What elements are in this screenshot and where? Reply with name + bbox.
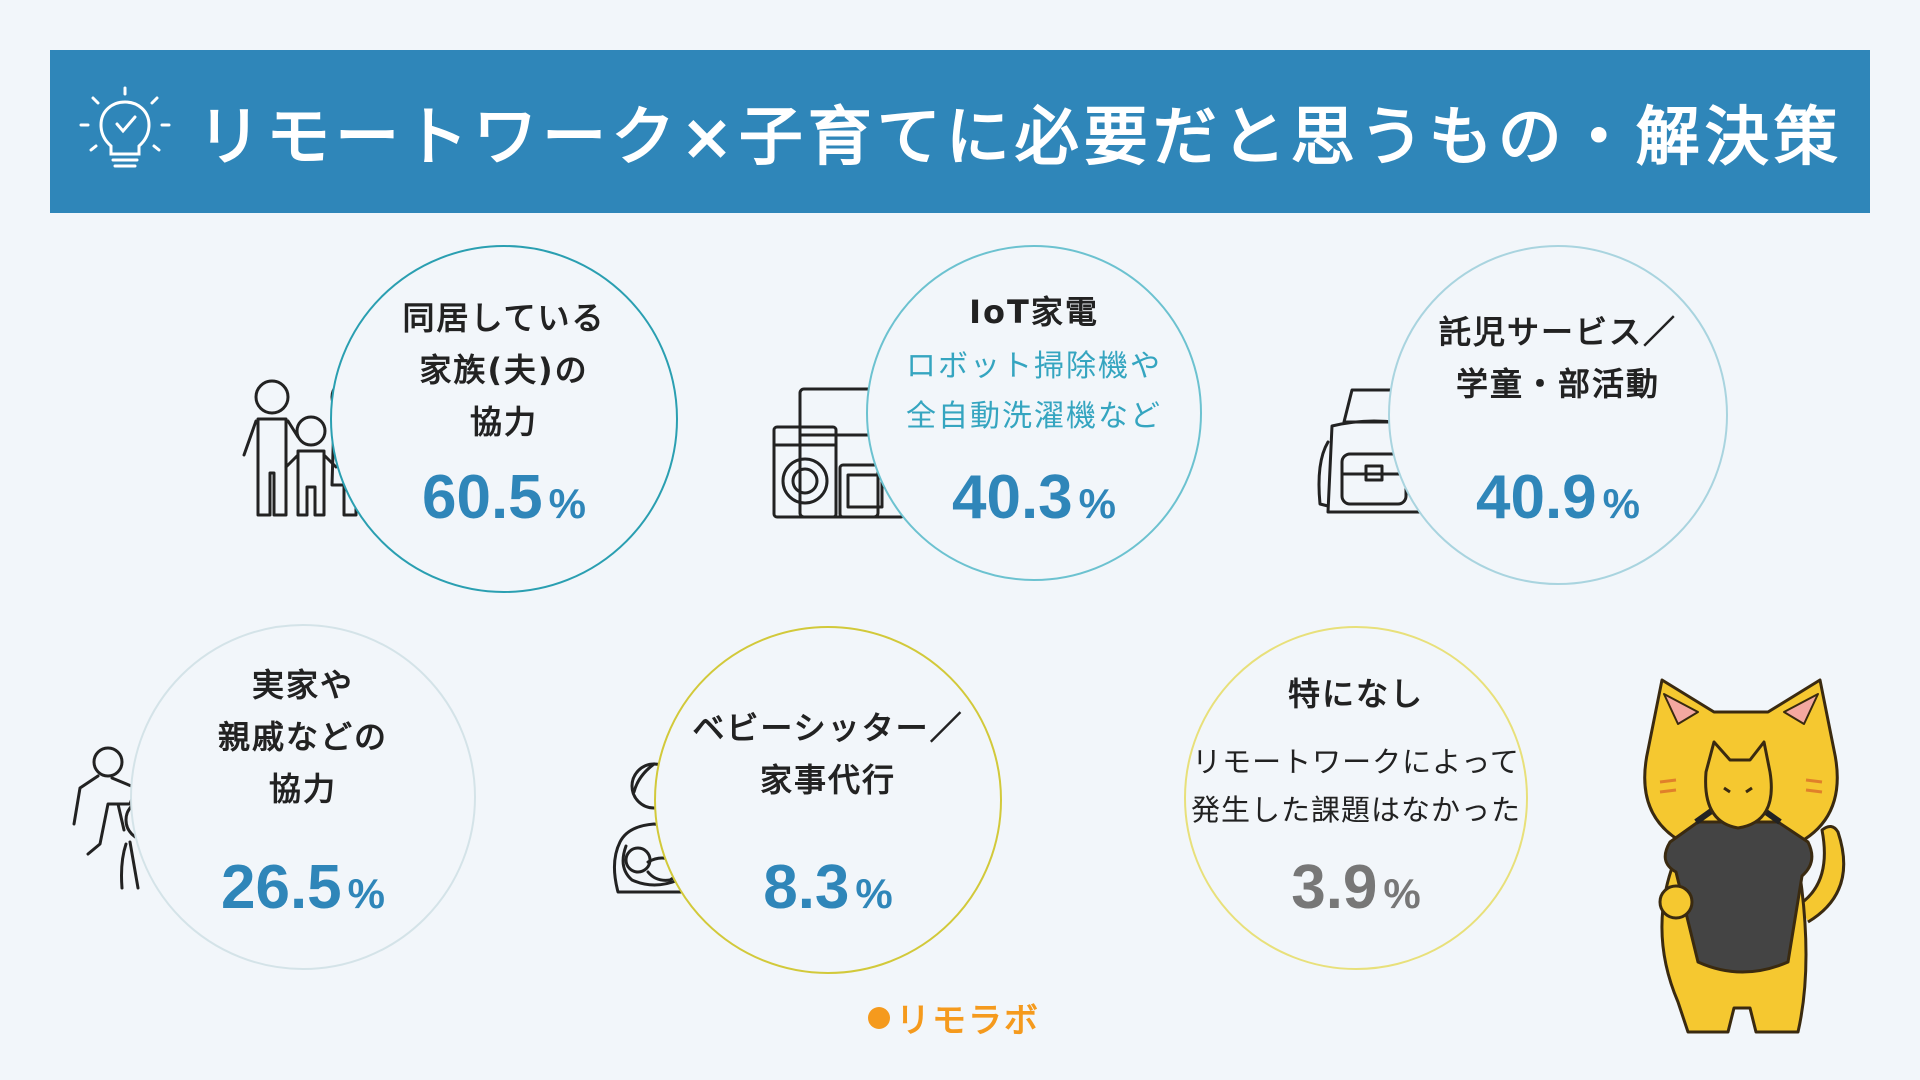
item-sub-line: ロボット掃除機や [906, 349, 1162, 384]
value-unit: % [855, 870, 893, 917]
item-sub-line: 全自動洗濯機など [906, 399, 1162, 434]
page-title: リモートワーク×子育てに必要だと思うもの・解決策 [197, 100, 1843, 175]
brand-name: リモラボ [896, 1001, 1040, 1041]
item-label-line: IoT家電 [969, 293, 1099, 331]
value-circle [654, 626, 1002, 974]
value-number: 8.3 [763, 853, 850, 922]
value-number: 40.3 [951, 463, 1073, 532]
item-label-line: 同居している [402, 299, 606, 337]
value-label: 40.9% [1388, 462, 1728, 533]
lightbulb-icon [79, 86, 171, 167]
item-label-line: 協力 [268, 770, 337, 808]
item-label-line: ベビーシッター／ [692, 709, 964, 747]
item-label-line: 託児サービス／ [1438, 313, 1677, 351]
value-unit: % [548, 480, 587, 527]
value-unit: % [1383, 870, 1421, 917]
item-label-line: 家事代行 [759, 761, 896, 799]
value-number: 60.5 [421, 463, 543, 532]
item-label-line: 学童・部活動 [1455, 365, 1660, 403]
item-label-line: 特になし [1287, 675, 1424, 713]
item-note-line: リモートワークによって [1192, 745, 1520, 779]
value-unit: % [1602, 480, 1641, 527]
value-unit: % [347, 870, 386, 917]
title-banner: リモートワーク×子育てに必要だと思うもの・解決策 [50, 50, 1870, 213]
value-circle [330, 245, 678, 593]
item-label-line: 家族(夫)の [419, 351, 589, 389]
value-unit: % [1078, 480, 1117, 527]
value-circle [130, 624, 476, 970]
item-label-line: 実家や [251, 666, 354, 704]
value-label: 40.3% [866, 462, 1202, 533]
cat-mascot-illustration [1643, 678, 1846, 1034]
value-circle [1388, 245, 1728, 585]
item-note-line: 発生した課題はなかった [1190, 793, 1521, 827]
value-number: 3.9 [1291, 853, 1378, 922]
value-number: 26.5 [220, 853, 342, 922]
value-circle [1184, 626, 1528, 970]
brand-logo: リモラボ [868, 993, 1040, 1042]
value-number: 40.9 [1475, 463, 1597, 532]
value-label: 8.3% [654, 852, 1002, 923]
item-label-line: 親戚などの [217, 718, 388, 756]
value-label: 3.9% [1184, 852, 1528, 923]
item-label-line: 協力 [469, 403, 538, 441]
value-label: 60.5% [330, 462, 678, 533]
logo-dot-icon [868, 1006, 890, 1029]
appliances-icon [772, 387, 906, 519]
value-circle [866, 245, 1202, 581]
value-label: 26.5% [130, 852, 476, 923]
